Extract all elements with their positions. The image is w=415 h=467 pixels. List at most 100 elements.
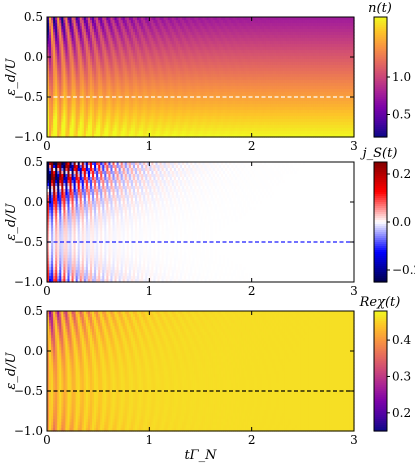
- heatmap-cell: [184, 62, 187, 66]
- heatmap-cell: [208, 26, 212, 30]
- heatmap-cell: [73, 98, 77, 102]
- heatmap-cell: [79, 26, 83, 30]
- heatmap-cell: [59, 35, 62, 39]
- heatmap-cell: [165, 116, 169, 120]
- heatmap-cell: [218, 62, 222, 66]
- heatmap-cell: [47, 47, 50, 51]
- heatmap-cell: [69, 50, 73, 54]
- heatmap-cell: [149, 119, 152, 123]
- heatmap-cell: [202, 119, 206, 123]
- heatmap-cell: [132, 35, 136, 39]
- heatmap-cell: [186, 80, 189, 84]
- heatmap-cell: [65, 26, 69, 30]
- heatmap-cell: [186, 41, 189, 45]
- heatmap-cell: [184, 56, 187, 60]
- heatmap-cell: [135, 131, 138, 135]
- heatmap-cell: [63, 128, 67, 132]
- heatmap-cell: [180, 20, 183, 24]
- heatmap-cell: [128, 101, 132, 105]
- heatmap-cell: [159, 50, 163, 54]
- heatmap-cell: [161, 131, 165, 135]
- heatmap-cell: [214, 101, 218, 105]
- heatmap-cell: [94, 71, 97, 75]
- heatmap-cell: [63, 38, 67, 42]
- heatmap-cell: [173, 86, 177, 90]
- heatmap-cell: [124, 110, 128, 114]
- heatmap-cell: [98, 53, 101, 57]
- heatmap-cell: [210, 113, 214, 117]
- heatmap-cell: [190, 107, 193, 111]
- heatmap-cell: [104, 128, 107, 132]
- heatmap-cell: [47, 134, 50, 138]
- heatmap-cell: [184, 74, 187, 78]
- heatmap-cell: [59, 107, 62, 111]
- heatmap-cell: [98, 77, 101, 81]
- heatmap-cell: [106, 32, 109, 36]
- heatmap-cell: [55, 134, 58, 138]
- heatmap-cell: [98, 68, 101, 72]
- heatmap-cell: [151, 26, 155, 30]
- heatmap-cell: [92, 134, 95, 138]
- heatmap-cell: [190, 98, 193, 102]
- heatmap-cell: [49, 101, 52, 105]
- heatmap-cell: [192, 98, 195, 102]
- heatmap-cell: [200, 131, 204, 135]
- heatmap-cell: [75, 53, 79, 57]
- heatmap-cell: [110, 89, 114, 93]
- heatmap-cell: [116, 47, 120, 51]
- heatmap-cell: [216, 83, 220, 87]
- heatmap-cell: [165, 89, 169, 93]
- heatmap-cell: [47, 92, 50, 96]
- heatmap-cell: [73, 20, 77, 24]
- heatmap-cell: [171, 77, 175, 81]
- heatmap-cell: [67, 113, 71, 117]
- heatmap-cell: [89, 62, 93, 66]
- heatmap-cell: [149, 83, 152, 87]
- heatmap-cell: [65, 119, 69, 123]
- heatmap-cell: [177, 131, 181, 135]
- heatmap-cell: [106, 113, 109, 117]
- heatmap-cell: [167, 71, 171, 75]
- heatmap-cell: [67, 116, 71, 120]
- heatmap-cell: [206, 71, 210, 75]
- heatmap-cell: [57, 104, 60, 108]
- heatmap-cell: [200, 38, 204, 42]
- heatmap-cell: [147, 86, 150, 90]
- heatmap-cell: [110, 53, 114, 57]
- heatmap-cell: [214, 128, 218, 132]
- heatmap-cell: [145, 104, 148, 108]
- heatmap-cell: [155, 59, 159, 63]
- heatmap-cell: [167, 110, 171, 114]
- heatmap-cell: [204, 68, 208, 72]
- heatmap-cell: [214, 62, 218, 66]
- heatmap-cell: [180, 134, 183, 138]
- heatmap-cell: [153, 17, 157, 21]
- heatmap-cell: [122, 95, 126, 99]
- heatmap-cell: [122, 35, 126, 39]
- heatmap-cell: [114, 29, 118, 33]
- heatmap-cell: [116, 71, 120, 75]
- heatmap-cell: [132, 104, 136, 108]
- heatmap-cell: [155, 95, 159, 99]
- heatmap-cell: [120, 104, 124, 108]
- heatmap-cell: [218, 116, 222, 120]
- heatmap-cell: [175, 104, 179, 108]
- heatmap-cell: [61, 89, 64, 93]
- heatmap-cell: [63, 65, 67, 69]
- heatmap-cell: [182, 92, 185, 96]
- heatmap-cell: [65, 23, 69, 27]
- heatmap-cell: [159, 116, 163, 120]
- heatmap-cell: [155, 92, 159, 96]
- heatmap-cell: [128, 89, 132, 93]
- heatmap-cell: [210, 107, 214, 111]
- heatmap-cell: [51, 71, 54, 75]
- heatmap-cell: [198, 50, 202, 54]
- heatmap-cell: [55, 98, 58, 102]
- heatmap-cell: [198, 134, 202, 138]
- heatmap-cell: [202, 35, 206, 39]
- heatmap-cell: [81, 59, 85, 63]
- heatmap-cell: [55, 71, 58, 75]
- heatmap-cell: [200, 122, 204, 126]
- heatmap-cell: [145, 29, 148, 33]
- heatmap-cell: [53, 65, 56, 69]
